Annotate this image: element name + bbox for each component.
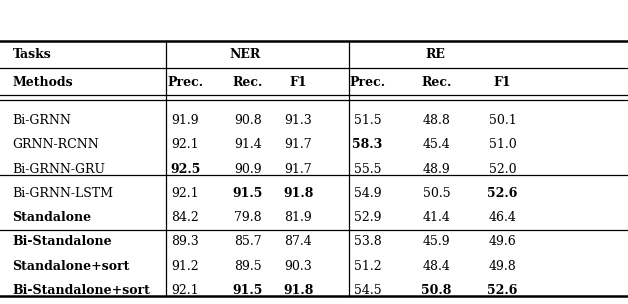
Text: 91.8: 91.8 bbox=[283, 284, 313, 297]
Text: 48.9: 48.9 bbox=[423, 163, 450, 175]
Text: 52.6: 52.6 bbox=[487, 187, 517, 200]
Text: 91.3: 91.3 bbox=[284, 114, 312, 127]
Text: RE: RE bbox=[425, 48, 445, 60]
Text: 45.4: 45.4 bbox=[423, 138, 450, 151]
Text: 91.5: 91.5 bbox=[233, 187, 263, 200]
Text: 91.4: 91.4 bbox=[234, 138, 262, 151]
Text: F1: F1 bbox=[494, 76, 511, 88]
Text: 45.9: 45.9 bbox=[423, 235, 450, 248]
Text: 50.8: 50.8 bbox=[421, 284, 452, 297]
Text: 41.4: 41.4 bbox=[423, 211, 450, 224]
Text: 50.5: 50.5 bbox=[423, 187, 450, 200]
Text: 92.1: 92.1 bbox=[171, 138, 199, 151]
Text: 48.8: 48.8 bbox=[423, 114, 450, 127]
Text: 92.1: 92.1 bbox=[171, 284, 199, 297]
Text: 52.9: 52.9 bbox=[354, 211, 381, 224]
Text: F1: F1 bbox=[290, 76, 307, 88]
Text: 51.5: 51.5 bbox=[354, 114, 381, 127]
Text: 89.3: 89.3 bbox=[171, 235, 199, 248]
Text: 51.2: 51.2 bbox=[354, 260, 381, 272]
Text: 54.5: 54.5 bbox=[354, 284, 381, 297]
Text: Bi-GRNN: Bi-GRNN bbox=[13, 114, 72, 127]
Text: 51.0: 51.0 bbox=[489, 138, 516, 151]
Text: 85.7: 85.7 bbox=[234, 235, 262, 248]
Text: 90.3: 90.3 bbox=[284, 260, 312, 272]
Text: Methods: Methods bbox=[13, 76, 73, 88]
Text: Bi-Standalone: Bi-Standalone bbox=[13, 235, 112, 248]
Text: 52.0: 52.0 bbox=[489, 163, 516, 175]
Text: Bi-Standalone+sort: Bi-Standalone+sort bbox=[13, 284, 151, 297]
Text: 52.6: 52.6 bbox=[487, 284, 517, 297]
Text: 53.8: 53.8 bbox=[354, 235, 381, 248]
Text: 92.5: 92.5 bbox=[170, 163, 200, 175]
Text: 49.6: 49.6 bbox=[489, 235, 516, 248]
Text: Standalone+sort: Standalone+sort bbox=[13, 260, 130, 272]
Text: Prec.: Prec. bbox=[167, 76, 203, 88]
Text: 87.4: 87.4 bbox=[284, 235, 312, 248]
Text: Bi-GRNN-GRU: Bi-GRNN-GRU bbox=[13, 163, 106, 175]
Text: NER: NER bbox=[229, 48, 261, 60]
Text: Rec.: Rec. bbox=[421, 76, 452, 88]
Text: 49.8: 49.8 bbox=[489, 260, 516, 272]
Text: Prec.: Prec. bbox=[349, 76, 386, 88]
Text: 91.7: 91.7 bbox=[284, 138, 312, 151]
Text: 91.9: 91.9 bbox=[171, 114, 199, 127]
Text: Rec.: Rec. bbox=[233, 76, 263, 88]
Text: GRNN-RCNN: GRNN-RCNN bbox=[13, 138, 99, 151]
Text: 54.9: 54.9 bbox=[354, 187, 381, 200]
Text: 48.4: 48.4 bbox=[423, 260, 450, 272]
Text: 91.7: 91.7 bbox=[284, 163, 312, 175]
Text: 55.5: 55.5 bbox=[354, 163, 381, 175]
Text: 91.5: 91.5 bbox=[233, 284, 263, 297]
Text: 81.9: 81.9 bbox=[284, 211, 312, 224]
Text: Bi-GRNN-LSTM: Bi-GRNN-LSTM bbox=[13, 187, 114, 200]
Text: 92.1: 92.1 bbox=[171, 187, 199, 200]
Text: 91.2: 91.2 bbox=[171, 260, 199, 272]
Text: 46.4: 46.4 bbox=[489, 211, 516, 224]
Text: 90.9: 90.9 bbox=[234, 163, 262, 175]
Text: 50.1: 50.1 bbox=[489, 114, 516, 127]
Text: 79.8: 79.8 bbox=[234, 211, 262, 224]
Text: 90.8: 90.8 bbox=[234, 114, 262, 127]
Text: Standalone: Standalone bbox=[13, 211, 92, 224]
Text: 58.3: 58.3 bbox=[352, 138, 382, 151]
Text: 84.2: 84.2 bbox=[171, 211, 199, 224]
Text: 91.8: 91.8 bbox=[283, 187, 313, 200]
Text: Tasks: Tasks bbox=[13, 48, 51, 60]
Text: 89.5: 89.5 bbox=[234, 260, 262, 272]
